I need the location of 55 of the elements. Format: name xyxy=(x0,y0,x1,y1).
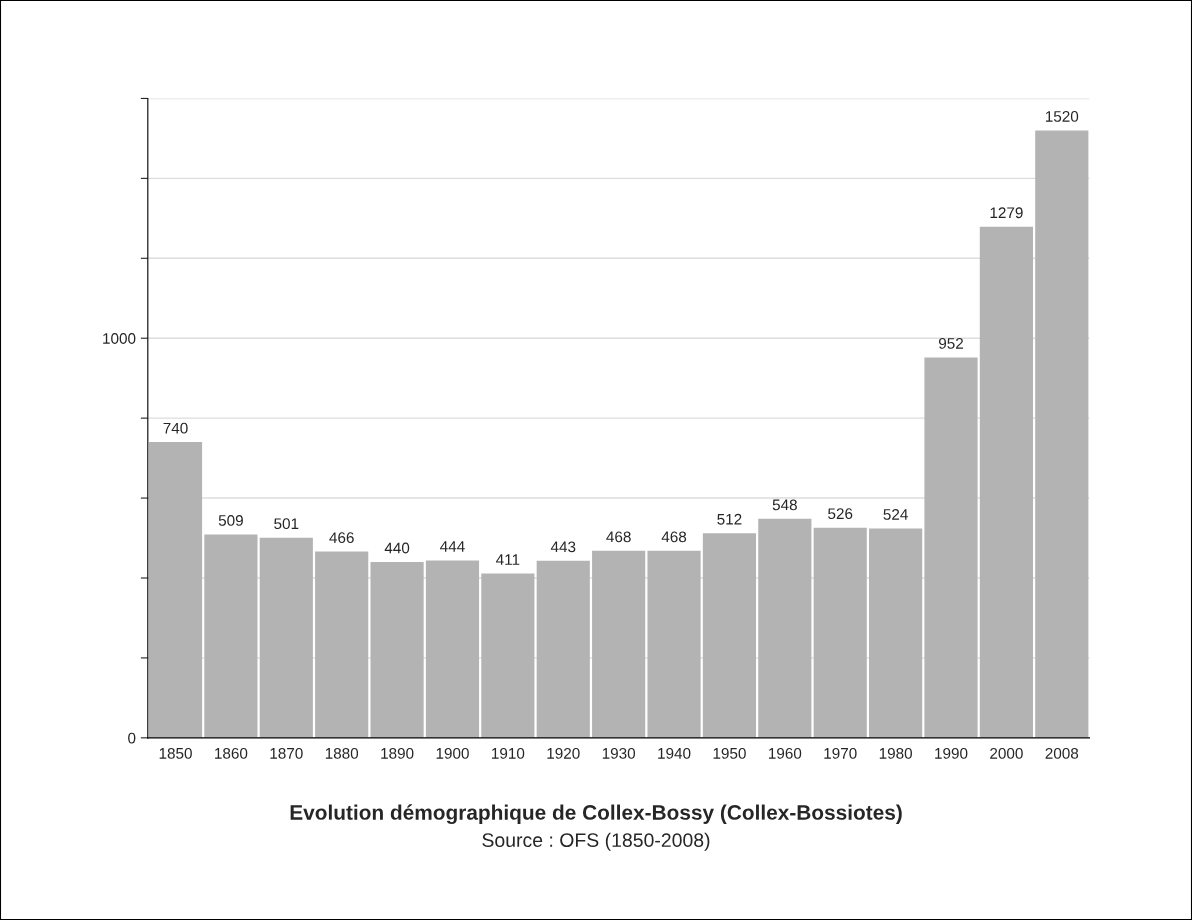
bar xyxy=(536,560,590,738)
x-tick-label: 1850 xyxy=(159,747,192,759)
bar xyxy=(758,518,812,738)
data-label: 440 xyxy=(384,542,410,554)
x-tick-label: 1890 xyxy=(381,747,414,759)
bar xyxy=(1035,130,1089,738)
data-label: 524 xyxy=(883,509,908,520)
data-label: 1279 xyxy=(990,207,1023,219)
bar xyxy=(148,442,203,738)
x-tick-label: 1990 xyxy=(935,747,968,759)
y-tick-label: 1000 xyxy=(103,333,136,344)
text: Evolution démographique de Collex-Bossy (Collex-Bossiotes) xyxy=(290,804,902,825)
data-label: 466 xyxy=(329,532,354,544)
data-label: 509 xyxy=(218,515,243,526)
bar xyxy=(702,533,757,738)
data-label: 548 xyxy=(772,499,797,511)
data-label: 411 xyxy=(496,554,520,565)
data-label: 1520 xyxy=(1045,111,1079,122)
bar xyxy=(924,357,978,738)
bar xyxy=(869,528,923,738)
data-label: 526 xyxy=(828,508,853,520)
data-label: 512 xyxy=(717,513,742,525)
x-tick-label: 2008 xyxy=(1045,747,1079,759)
data-label: 952 xyxy=(938,338,963,349)
bar xyxy=(592,550,646,738)
bar xyxy=(647,550,701,738)
bar xyxy=(813,527,867,738)
x-tick-label: 1870 xyxy=(270,747,303,759)
data-label: 443 xyxy=(550,541,576,553)
bar xyxy=(425,560,480,738)
x-tick-label: 1900 xyxy=(436,747,469,759)
x-tick-label: 1960 xyxy=(769,747,802,759)
x-tick-label: 1980 xyxy=(879,747,913,759)
source-note: Source : OFS (1850-2008) xyxy=(482,832,710,851)
y-tick-label: 0 xyxy=(128,732,136,744)
x-tick-label: 1860 xyxy=(215,747,248,759)
bar xyxy=(315,551,369,738)
bar xyxy=(204,534,258,738)
bar xyxy=(979,226,1033,738)
x-tick-label: 1910 xyxy=(492,747,525,759)
x-tick-label: 1940 xyxy=(658,747,691,759)
bar xyxy=(259,537,313,738)
bar xyxy=(481,573,535,738)
x-tick-label: 1950 xyxy=(713,747,746,759)
data-label: 444 xyxy=(440,541,465,552)
data-label: 740 xyxy=(163,422,188,434)
x-tick-label: 1930 xyxy=(602,747,636,759)
x-tick-label: 1970 xyxy=(824,747,857,759)
x-tick-label: 2000 xyxy=(990,747,1023,759)
data-label: 468 xyxy=(606,531,631,543)
data-label: 501 xyxy=(274,518,299,530)
x-tick-label: 1920 xyxy=(547,747,580,759)
data-label: 468 xyxy=(661,531,687,543)
x-tick-label: 1880 xyxy=(325,747,359,759)
bar xyxy=(370,562,424,738)
